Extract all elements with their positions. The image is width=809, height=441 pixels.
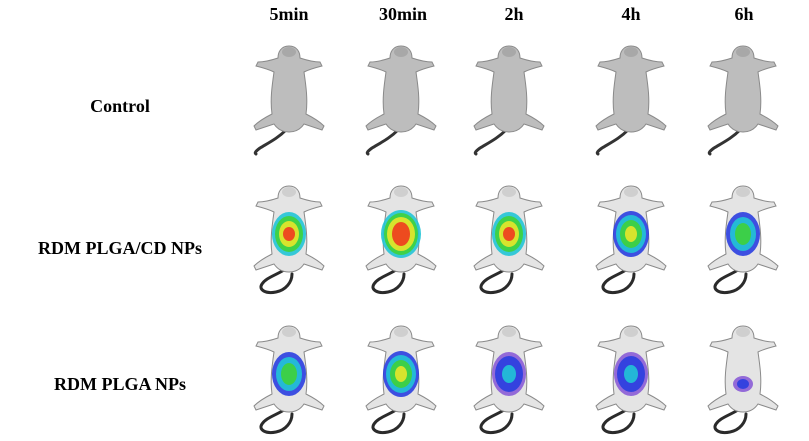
- column-header-6h: 6h: [734, 4, 754, 24]
- mouse-fluorescence-image: [702, 178, 784, 296]
- mouse-grayscale-image: [590, 38, 672, 156]
- row-label-plga-cd: RDM PLGA/CD NPs: [38, 238, 202, 258]
- mouse-fluorescence-image: [248, 318, 330, 436]
- row-label-control: Control: [90, 96, 150, 116]
- mouse-fluorescence-image: [468, 318, 550, 436]
- mouse-fluorescence-image: [360, 318, 442, 436]
- mouse-fluorescence-image: [248, 178, 330, 296]
- mouse-fluorescence-image: [360, 178, 442, 296]
- column-header-5min: 5min: [269, 4, 309, 24]
- mouse-fluorescence-image: [468, 178, 550, 296]
- mouse-grayscale-image: [702, 38, 784, 156]
- mouse-fluorescence-image: [590, 318, 672, 436]
- mouse-grayscale-image: [248, 38, 330, 156]
- mouse-fluorescence-image: [702, 318, 784, 436]
- column-header-2h: 2h: [504, 4, 524, 24]
- mouse-grayscale-image: [360, 38, 442, 156]
- column-header-30min: 30min: [378, 4, 427, 24]
- mouse-grayscale-image: [468, 38, 550, 156]
- mouse-fluorescence-image: [590, 178, 672, 296]
- column-header-4h: 4h: [621, 4, 641, 24]
- row-label-plga: RDM PLGA NPs: [54, 374, 186, 394]
